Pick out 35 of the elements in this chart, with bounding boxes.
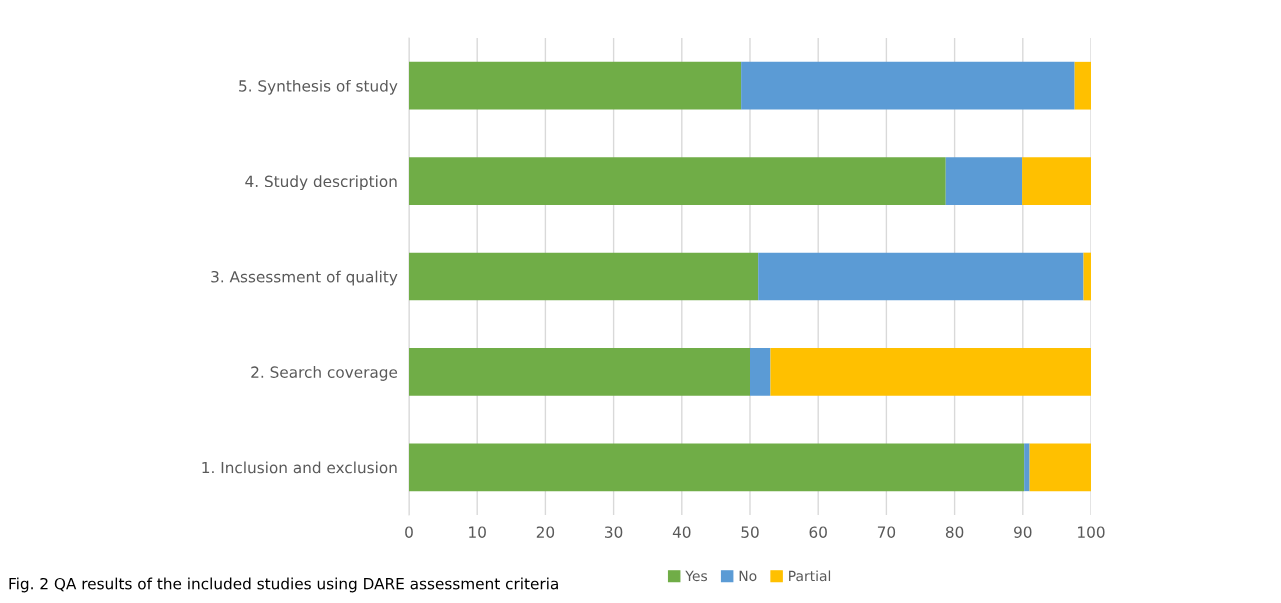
bar bbox=[409, 348, 750, 396]
x-tick-label: 80 bbox=[945, 526, 964, 538]
legend-label: No bbox=[739, 570, 757, 582]
bar bbox=[1083, 252, 1091, 301]
bar bbox=[1029, 443, 1091, 492]
bar bbox=[1074, 61, 1091, 110]
y-tick-label: 3. Assessment of quality bbox=[211, 270, 398, 286]
bar bbox=[770, 348, 1091, 396]
x-tick-label: 20 bbox=[536, 526, 555, 538]
x-tick-label: 100 bbox=[1078, 526, 1105, 538]
bar bbox=[1024, 443, 1030, 492]
bar bbox=[750, 348, 771, 396]
bar bbox=[1022, 157, 1091, 205]
x-tick-label: 70 bbox=[877, 526, 896, 538]
bar bbox=[741, 61, 1075, 110]
bar bbox=[758, 252, 1084, 301]
x-tick-label: 60 bbox=[809, 526, 827, 538]
caption: Fig. 2 QA results of the included studies using DARE assessment criteria bbox=[9, 577, 558, 593]
legend-label: Yes bbox=[685, 570, 708, 582]
bar bbox=[409, 252, 759, 301]
y-tick-label: 2. Search coverage bbox=[251, 366, 398, 381]
x-tick-label: 90 bbox=[1014, 526, 1032, 538]
x-tick-label: 0 bbox=[405, 526, 413, 538]
bar bbox=[945, 157, 1023, 205]
bar bbox=[409, 157, 946, 205]
x-tick-label: 10 bbox=[469, 526, 486, 538]
x-tick-label: 50 bbox=[741, 526, 759, 538]
x-tick-label: 30 bbox=[605, 526, 623, 538]
y-tick-label: 4. Study description bbox=[245, 175, 397, 191]
bar bbox=[409, 443, 1025, 492]
x-tick-label: 40 bbox=[672, 526, 691, 538]
legend-label: Partial bbox=[789, 570, 831, 582]
y-tick-label: 5. Synthesis of study bbox=[239, 79, 398, 95]
bar bbox=[409, 61, 742, 110]
y-tick-label: 1. Inclusion and exclusion bbox=[202, 461, 397, 474]
